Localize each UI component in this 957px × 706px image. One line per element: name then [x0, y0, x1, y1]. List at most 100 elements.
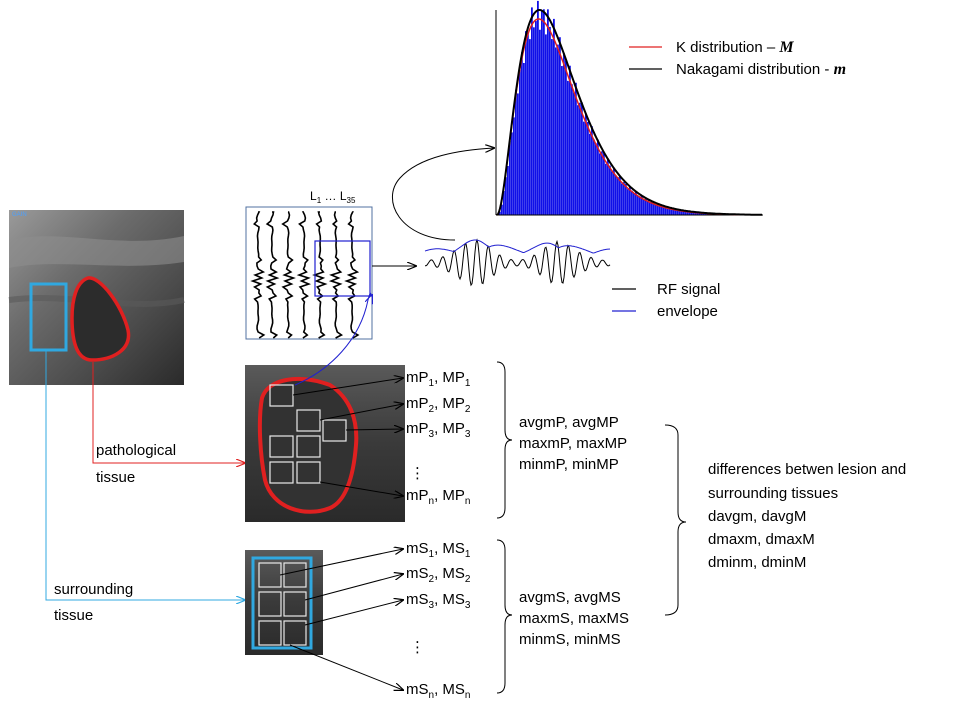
histogram-bar — [649, 202, 651, 215]
histogram-bar — [601, 151, 603, 215]
ultrasound-image: GAIN — [8, 210, 185, 385]
lesion-cell — [269, 461, 294, 484]
histogram-bar — [499, 211, 501, 215]
lesion-param-1: mP1, MP1 — [406, 369, 471, 389]
histogram-bar — [673, 208, 675, 215]
surround-param-arrow — [279, 549, 403, 576]
histogram-bar — [677, 210, 679, 215]
histogram-bar — [561, 66, 563, 215]
lesion-param-4: mPn, MPn — [406, 487, 470, 507]
surround-cell — [258, 620, 282, 646]
histogram-bar — [667, 207, 669, 215]
histogram-bar — [551, 39, 553, 215]
lesion-param-3: mP3, MP3 — [406, 420, 471, 440]
rf-scan-line — [250, 211, 266, 339]
surround-cell — [283, 591, 307, 617]
nakagami-legend: Nakagami distribution - m — [676, 61, 846, 78]
lesion-roi-image — [245, 365, 405, 522]
histogram-bar — [639, 196, 641, 215]
rf-lines-panel: L1 … L35 — [245, 189, 373, 340]
histogram-bar — [541, 10, 543, 215]
surround-param-3: mS3, MS3 — [406, 591, 471, 611]
rf-scan-line — [328, 211, 344, 339]
lesion-param-2: mP2, MP2 — [406, 395, 471, 415]
histogram-bar — [537, 0, 539, 215]
pathological-label: pathological — [96, 442, 176, 459]
histogram-bar — [591, 126, 593, 215]
surrounding-label: surrounding — [54, 581, 133, 598]
histogram-bar — [623, 182, 625, 215]
histogram-bar — [647, 200, 649, 215]
histogram-bar — [619, 176, 621, 215]
histogram-bar — [659, 206, 661, 215]
surround-param-4: mSn, MSn — [406, 681, 470, 701]
histogram-bar — [609, 165, 611, 215]
histogram-bar — [501, 204, 503, 215]
histogram-bar — [559, 37, 561, 216]
surround-vdots: ⋮ — [410, 639, 425, 656]
histogram-bar — [585, 113, 587, 215]
histogram-bar — [605, 163, 607, 215]
histogram-bar — [535, 21, 537, 216]
lesion-stat-avg: avgmP, avgMP — [519, 414, 619, 431]
histogram-bar — [699, 212, 701, 215]
surround-brace — [496, 539, 513, 694]
histogram-bar — [543, 9, 545, 216]
histogram-bar — [567, 80, 569, 215]
histogram-bar — [613, 167, 615, 215]
histogram-bar — [515, 89, 517, 215]
histogram-bar — [547, 9, 549, 216]
rf-scan-line — [281, 211, 296, 339]
histogram-bar — [665, 208, 667, 215]
histogram-bar — [575, 82, 577, 215]
ultrasound-tag: GAIN — [12, 212, 27, 218]
histogram-bar — [595, 143, 597, 215]
histogram-bar — [651, 201, 653, 215]
histogram-bar — [701, 212, 703, 215]
difference-max: dmaxm, dmaxM — [708, 531, 815, 548]
lesion-param-arrow — [292, 378, 403, 396]
lesion-cell — [296, 461, 321, 484]
lesion-outline — [70, 276, 131, 362]
histogram-arrow — [391, 148, 494, 241]
histogram-bar — [513, 117, 515, 215]
histogram-bar — [625, 184, 627, 215]
histogram-bar — [599, 153, 601, 215]
histogram-bar — [643, 199, 645, 215]
histogram-bar — [533, 27, 535, 215]
histogram-bar — [645, 199, 647, 215]
rf-window — [314, 240, 371, 297]
surround-param-1: mS1, MS1 — [406, 540, 471, 560]
envelope-legend: envelope — [657, 303, 718, 320]
difference-avg: davgm, davgM — [708, 508, 806, 525]
histogram-bar — [553, 18, 555, 215]
rf-signal-plot — [424, 238, 611, 287]
histogram-bar — [695, 212, 697, 215]
histogram-bar — [505, 177, 507, 215]
histogram-bar — [577, 105, 579, 215]
histogram-bar — [519, 69, 521, 215]
histogram-bar — [579, 102, 581, 215]
histogram-bar — [703, 213, 705, 215]
histogram-bar — [675, 209, 677, 215]
roi-to-rf-arrow — [294, 293, 372, 386]
scan-line-label: L1 … L35 — [310, 189, 356, 205]
surround-param-arrow — [304, 600, 403, 626]
lesion-boundary — [257, 377, 359, 514]
lesion-stat-max: maxmP, maxMP — [519, 435, 627, 452]
histogram-plot — [495, 0, 763, 216]
differences-title-2: surrounding tissues — [708, 485, 838, 502]
surround-param-arrow — [304, 574, 403, 601]
histogram-bar — [657, 204, 659, 215]
lesion-brace — [496, 361, 513, 519]
histogram-bar — [597, 139, 599, 215]
histogram-bar — [593, 139, 595, 215]
rf-scan-line — [265, 211, 280, 339]
surround-stat-avg: avgmS, avgMS — [519, 589, 621, 606]
histogram-bar — [611, 171, 613, 215]
lesion-cell — [296, 435, 321, 458]
difference-min: dminm, dminM — [708, 554, 806, 571]
histogram-bar — [589, 133, 591, 215]
k-distribution-legend: K distribution – M — [676, 39, 794, 56]
histogram-bar — [529, 39, 531, 215]
